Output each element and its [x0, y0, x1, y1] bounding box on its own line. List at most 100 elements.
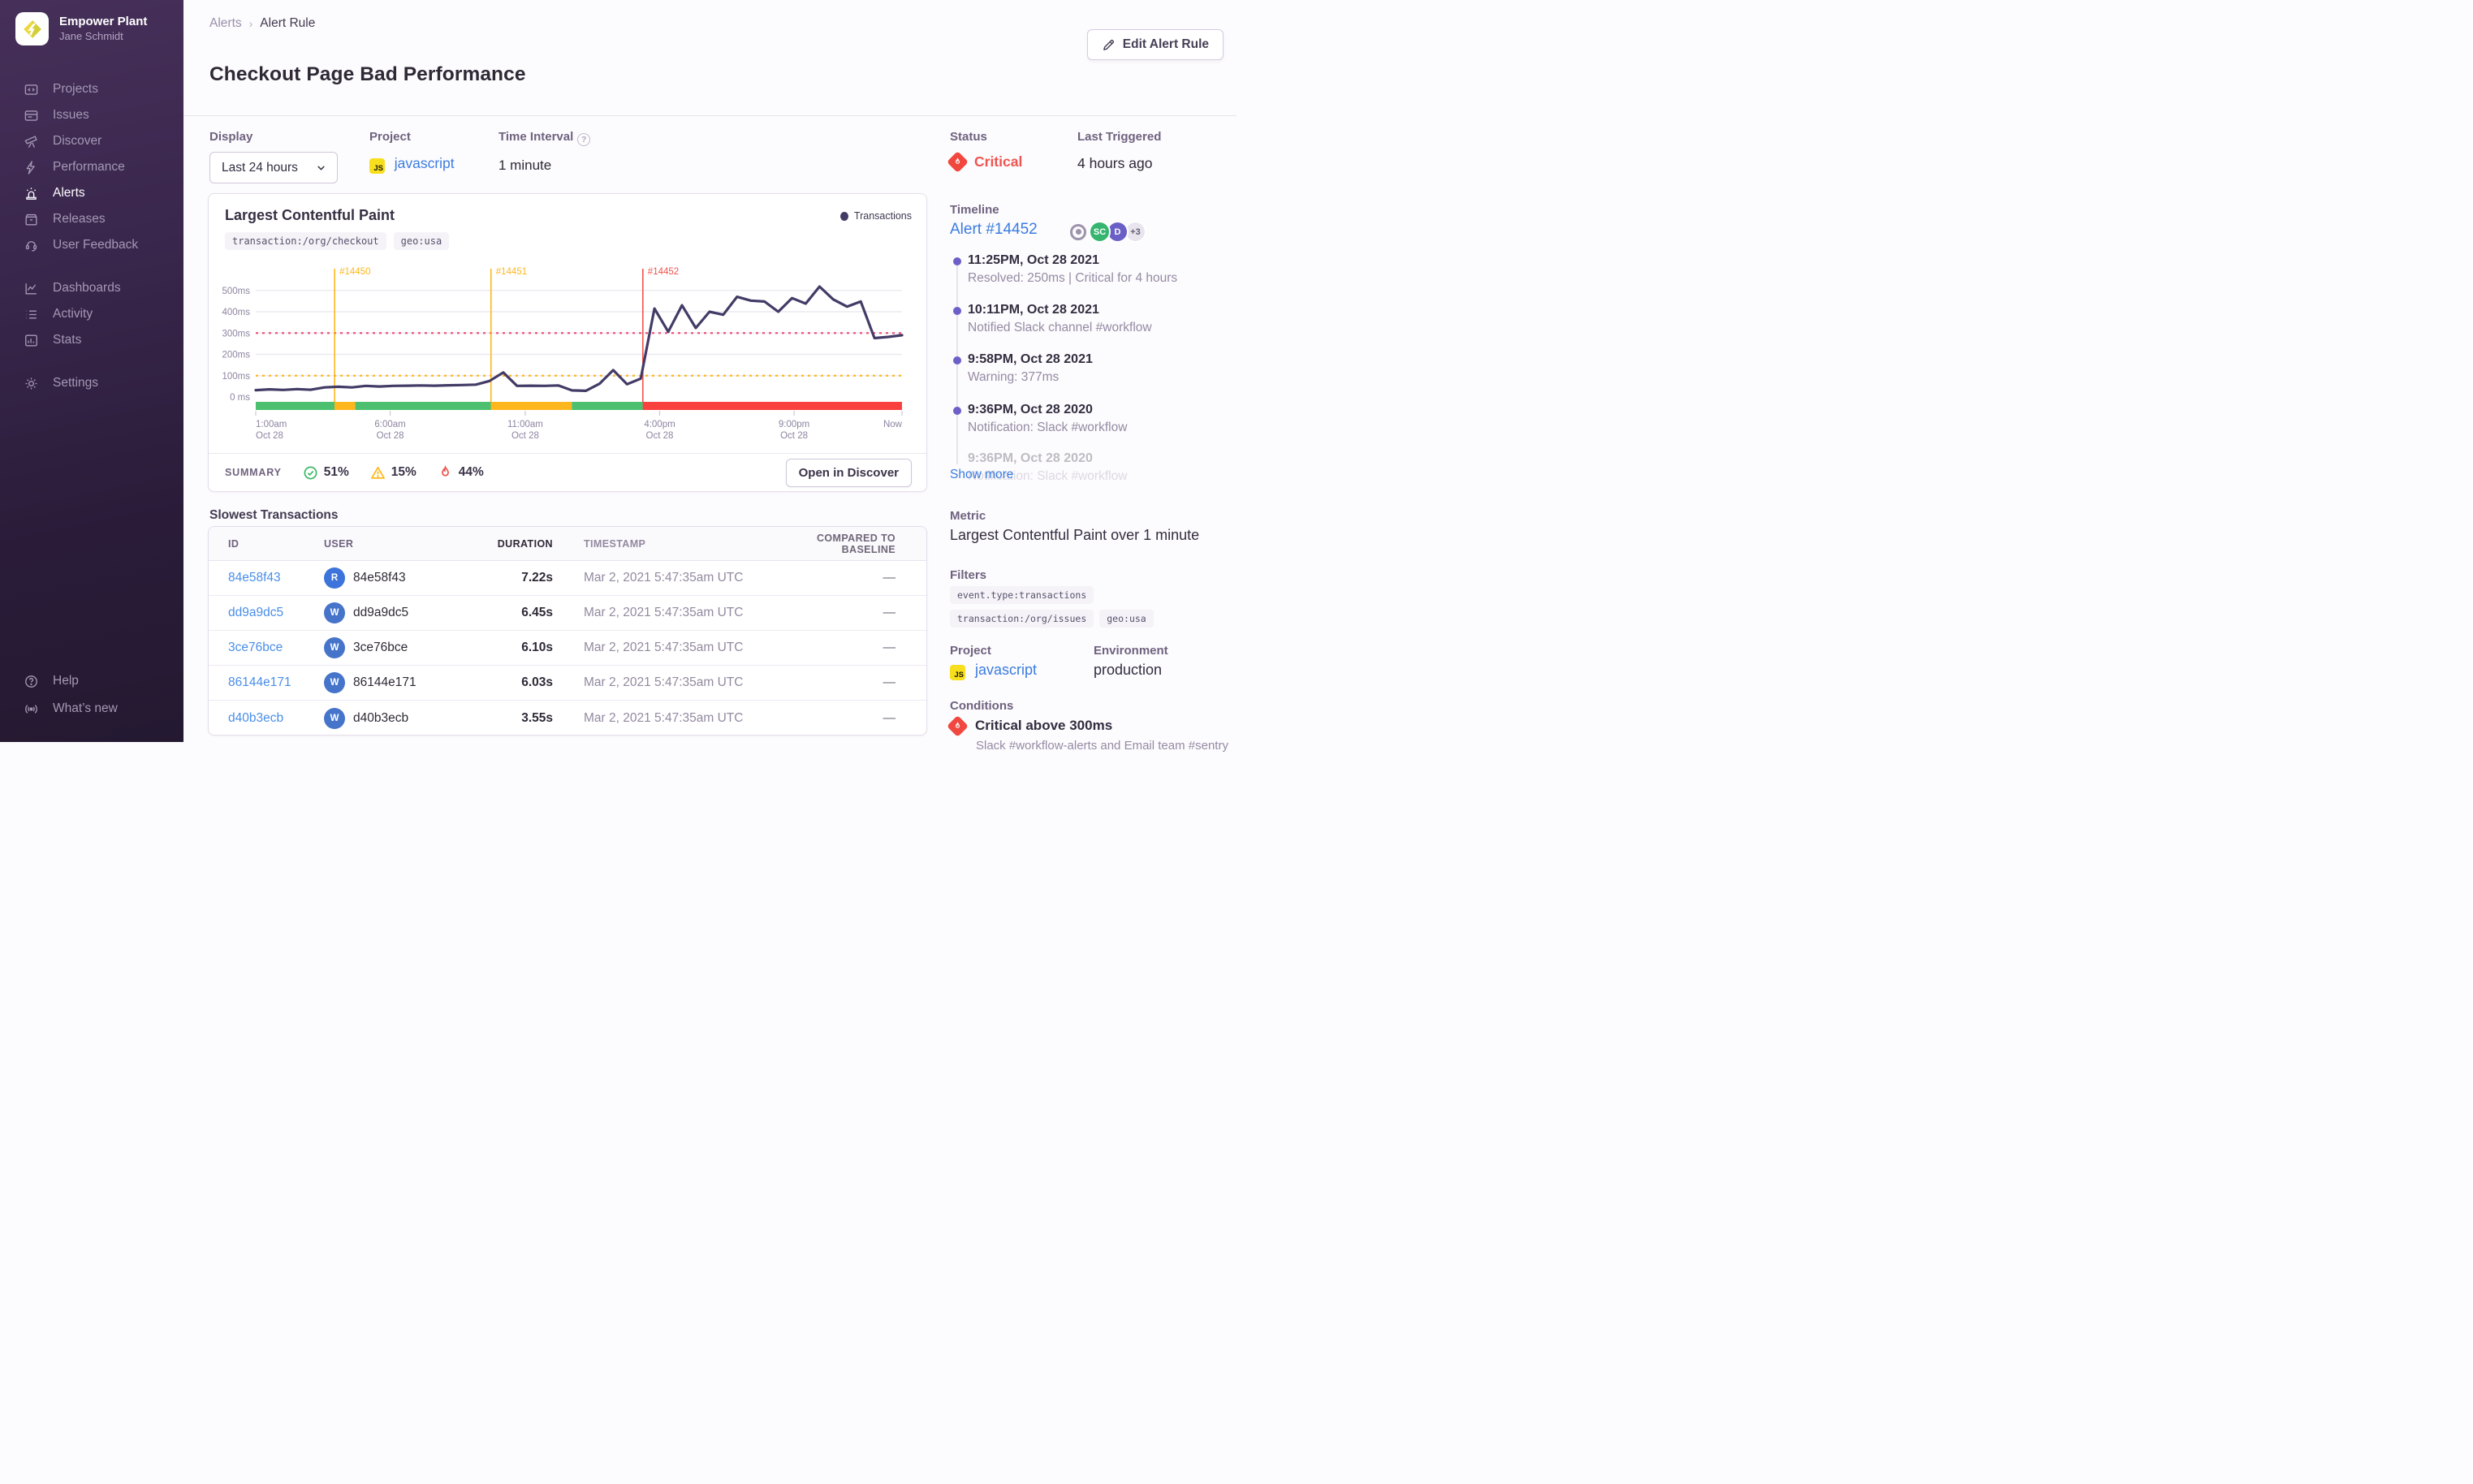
javascript-platform-icon: JS: [369, 158, 385, 174]
svg-text:200ms: 200ms: [222, 351, 250, 360]
sidebar-item-help[interactable]: Help: [0, 667, 183, 695]
timeline-event-faded: 9:36PM, Oct 28 2020 Notification: Slack …: [968, 451, 1128, 483]
timeline-event: 10:11PM, Oct 28 2021 Notified Slack chan…: [950, 303, 1152, 335]
filter-tag: geo:usa: [1099, 610, 1154, 628]
svg-text:0 ms: 0 ms: [230, 393, 250, 403]
filter-tag: event.type:transactions: [950, 586, 1094, 604]
svg-text:#14451: #14451: [496, 267, 527, 277]
timestamp-cell: Mar 2, 2021 5:47:35am UTC: [584, 710, 744, 725]
transaction-id-link[interactable]: 84e58f43: [228, 571, 281, 585]
svg-text:#14450: #14450: [339, 267, 370, 277]
org-user: Jane Schmidt: [59, 29, 123, 42]
col-user: USER: [324, 537, 354, 550]
legend-label: Transactions: [853, 210, 912, 222]
sidebar-item-label: Dashboards: [53, 281, 121, 295]
duration-cell: 6.10s: [521, 641, 553, 654]
org-logo: [15, 12, 49, 45]
transaction-id-link[interactable]: dd9a9dc5: [228, 606, 284, 619]
sidebar-item-user-feedback[interactable]: User Feedback: [0, 232, 183, 258]
duration-cell: 6.03s: [521, 675, 553, 689]
status-label: Status: [950, 130, 987, 144]
user-avatar: W: [324, 672, 345, 693]
sidebar-item-alerts[interactable]: Alerts: [0, 180, 183, 206]
sidebar-item-issues[interactable]: Issues: [0, 102, 183, 128]
col-baseline: COMPARED TO BASELINE: [817, 532, 896, 555]
user-id: d40b3ecb: [353, 710, 409, 725]
sidebar-item-label: Settings: [53, 376, 99, 390]
environment-label: Environment: [1094, 644, 1168, 658]
transaction-id-link[interactable]: 86144e171: [228, 675, 291, 689]
avatar[interactable]: SC: [1089, 221, 1111, 243]
sidebar-item-stats[interactable]: Stats: [0, 327, 183, 353]
transaction-id-link[interactable]: 3ce76bce: [228, 641, 283, 654]
svg-text:100ms: 100ms: [222, 372, 250, 382]
header-divider: [183, 115, 1236, 116]
detail-project-link[interactable]: javascript: [975, 662, 1038, 678]
question-icon[interactable]: ?: [577, 133, 591, 146]
timeline-event: 9:58PM, Oct 28 2021 Warning: 377ms: [950, 352, 1093, 385]
broadcast-icon: [25, 704, 37, 714]
summary-success: 51%: [303, 465, 349, 481]
sidebar-item-dashboards[interactable]: Dashboards: [0, 275, 183, 301]
last-triggered-label: Last Triggered: [1077, 130, 1162, 144]
stats-icon: [25, 334, 37, 347]
baseline-cell: —: [883, 606, 896, 619]
sidebar-item-label: Alerts: [53, 186, 85, 200]
display-select[interactable]: Last 24 hours: [209, 152, 338, 183]
breadcrumb-current: Alert Rule: [260, 16, 316, 30]
sidebar-item-label: Projects: [53, 82, 98, 96]
org-switcher[interactable]: Empower Plant Jane Schmidt: [0, 0, 183, 54]
timestamp-cell: Mar 2, 2021 5:47:35am UTC: [584, 675, 744, 689]
col-id: ID: [228, 537, 240, 550]
project-link[interactable]: javascript: [394, 155, 455, 171]
time-interval-group: Time Interval? 1 minute: [498, 130, 591, 174]
critical-fire-icon: [947, 151, 969, 173]
chevron-down-icon: [317, 166, 325, 170]
sidebar-item-discover[interactable]: Discover: [0, 128, 183, 154]
breadcrumb-alerts-link[interactable]: Alerts: [209, 16, 242, 30]
legend-dot-icon: [839, 211, 848, 221]
detail-project-label: Project: [950, 644, 991, 658]
svg-text:300ms: 300ms: [222, 329, 250, 339]
display-select-value: Last 24 hours: [222, 160, 298, 175]
alert-timeline: 11:25PM, Oct 28 2021 Resolved: 250ms | C…: [950, 250, 1234, 485]
svg-text:Oct 28: Oct 28: [377, 431, 404, 441]
sidebar-item-label: Activity: [53, 307, 93, 321]
table-row: 86144e171 W 86144e171 6.03s Mar 2, 2021 5:47…: [209, 666, 926, 701]
alerts-siren-icon: [26, 187, 37, 200]
lcp-line-chart[interactable]: 0 ms 100ms 200ms 300ms 400ms 500ms #14450 #1445…: [215, 262, 920, 442]
chevron-right-icon: ›: [248, 17, 253, 30]
status-group: Status Critical: [947, 130, 1022, 173]
time-interval-value: 1 minute: [498, 157, 552, 173]
settings-gear-icon: [25, 377, 37, 389]
sidebar-item-whats-new[interactable]: What’s new: [0, 695, 183, 723]
avatar-overflow-count[interactable]: +3: [1124, 221, 1146, 243]
sidebar-item-label: Help: [53, 674, 79, 688]
chart-card: Largest Contentful Paint Transactions tr…: [208, 193, 927, 492]
transaction-id-link[interactable]: d40b3ecb: [228, 710, 284, 725]
sidebar-item-releases[interactable]: Releases: [0, 206, 183, 232]
condition-title: Critical above 300ms: [975, 718, 1113, 733]
sidebar-item-projects[interactable]: Projects: [0, 76, 183, 102]
sidebar-item-settings[interactable]: Settings: [0, 370, 183, 396]
javascript-platform-icon: JS: [950, 665, 965, 680]
timeline-dot-icon: [952, 257, 961, 265]
svg-text:11:00am: 11:00am: [507, 420, 543, 429]
open-in-discover-button[interactable]: Open in Discover: [785, 458, 912, 487]
show-more-link[interactable]: Show more: [950, 468, 1014, 481]
svg-text:500ms: 500ms: [222, 287, 250, 296]
projects-icon: [24, 84, 38, 95]
summary-critical: 44%: [438, 464, 484, 481]
alert-number-link[interactable]: Alert #14452: [950, 221, 1038, 238]
pencil-icon: [1103, 39, 1114, 50]
last-triggered-value: 4 hours ago: [1077, 155, 1153, 171]
display-group: Display Last 24 hours: [209, 130, 338, 183]
breadcrumb: Alerts › Alert Rule: [209, 16, 315, 31]
sidebar-item-performance[interactable]: Performance: [0, 154, 183, 180]
edit-alert-rule-button[interactable]: Edit Alert Rule: [1086, 29, 1224, 60]
sidebar-item-activity[interactable]: Activity: [0, 301, 183, 327]
conditions-label: Conditions: [950, 699, 1014, 713]
help-icon: [25, 675, 37, 688]
summary-warning: 15%: [370, 465, 416, 481]
